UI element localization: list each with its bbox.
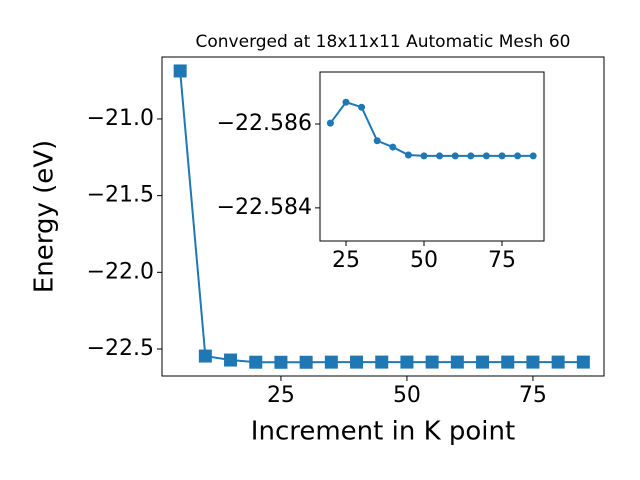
x-tick-label: 50 — [393, 383, 421, 408]
y-axis-label: Energy (eV) — [30, 140, 60, 293]
marker — [425, 355, 439, 369]
marker — [576, 355, 590, 369]
marker — [436, 152, 444, 160]
chart-title: Converged at 18x11x11 Automatic Mesh 60 — [196, 32, 571, 52]
marker — [358, 103, 366, 111]
marker — [350, 355, 364, 369]
y-tick-label: −21.5 — [87, 183, 154, 208]
y-tick-label: −22.0 — [87, 259, 154, 284]
marker — [420, 152, 428, 160]
marker — [324, 355, 338, 369]
marker — [326, 119, 334, 127]
marker — [551, 355, 565, 369]
marker — [299, 355, 313, 369]
marker — [529, 152, 537, 160]
marker — [400, 355, 414, 369]
marker — [476, 355, 490, 369]
marker — [342, 98, 350, 106]
x-tick-label: 75 — [488, 248, 516, 273]
x-tick-label: 75 — [519, 383, 547, 408]
x-tick-label: 25 — [332, 248, 360, 273]
marker — [224, 353, 238, 367]
x-tick-label: 25 — [267, 383, 295, 408]
y-tick-label: −21.0 — [87, 106, 154, 131]
marker — [450, 355, 464, 369]
plot-frame — [161, 56, 605, 377]
marker — [404, 151, 412, 159]
marker — [467, 152, 475, 160]
marker — [198, 349, 212, 363]
marker — [274, 355, 288, 369]
marker — [526, 355, 540, 369]
marker — [501, 355, 515, 369]
marker — [389, 143, 397, 151]
x-axis-label: Increment in K point — [251, 417, 515, 447]
marker — [482, 152, 490, 160]
marker — [249, 355, 263, 369]
plot-frame — [319, 71, 545, 242]
y-tick-label: −22.586 — [217, 111, 312, 136]
y-tick-label: −22.584 — [217, 195, 312, 220]
marker — [375, 355, 389, 369]
marker — [451, 152, 459, 160]
marker — [373, 137, 381, 145]
marker — [514, 152, 522, 160]
marker — [498, 152, 506, 160]
marker — [173, 64, 187, 78]
y-tick-label: −22.5 — [87, 336, 154, 361]
x-tick-label: 50 — [410, 248, 438, 273]
